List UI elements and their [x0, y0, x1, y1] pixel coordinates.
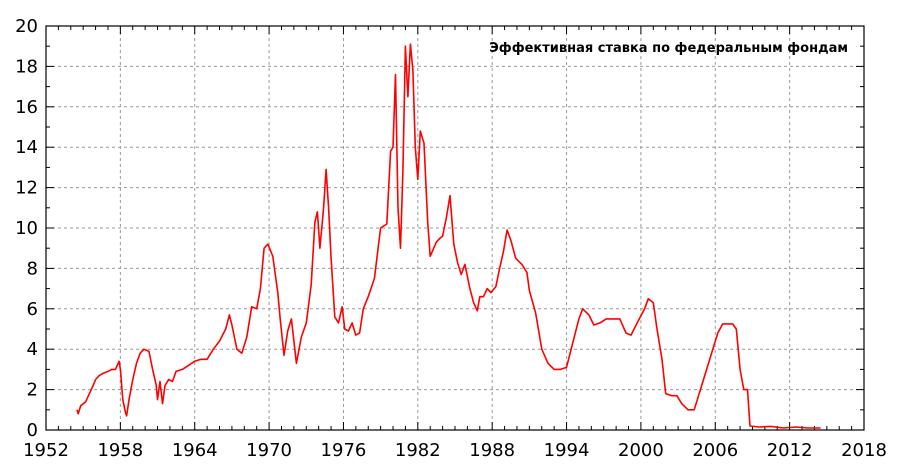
x-tick-label: 1976	[321, 440, 367, 461]
y-axis-tick-labels: 0 2 4 6 8 10 12 14 16 18 20	[15, 16, 38, 441]
x-tick-label: 1982	[395, 440, 441, 461]
y-tick-label: 16	[15, 97, 38, 118]
y-tick-label: 0	[27, 420, 38, 441]
y-tick-label: 8	[27, 258, 38, 279]
x-tick-label: 2012	[767, 440, 813, 461]
y-tick-label: 6	[27, 299, 38, 320]
x-tick-label: 1994	[544, 440, 590, 461]
x-tick-label: 2018	[841, 440, 887, 461]
y-tick-label: 10	[15, 218, 38, 239]
x-tick-label: 1952	[23, 440, 69, 461]
y-tick-label: 18	[15, 56, 38, 77]
legend-label: Эффективная ставка по федеральным фондам	[489, 41, 848, 56]
series-line-fed-funds-rate	[76, 43, 821, 429]
x-tick-label: 2000	[618, 440, 664, 461]
x-tick-label: 2006	[692, 440, 738, 461]
y-tick-label: 20	[15, 16, 38, 37]
legend: Эффективная ставка по федеральным фондам	[489, 41, 848, 56]
x-tick-label: 1988	[469, 440, 515, 461]
x-tick-label: 1958	[97, 440, 143, 461]
x-axis-tick-labels: 1952 1958 1964 1970 1976 1982 1988 1994 2000 2006…	[23, 440, 887, 461]
y-tick-label: 14	[15, 137, 38, 158]
y-tick-label: 2	[27, 380, 38, 401]
y-tick-label: 4	[27, 339, 38, 360]
y-tick-label: 12	[15, 178, 38, 199]
plot-frame	[45, 25, 865, 431]
grid	[46, 26, 864, 430]
x-tick-label: 1970	[246, 440, 292, 461]
x-tick-label: 1964	[172, 440, 218, 461]
axis-ticks	[45, 25, 865, 431]
